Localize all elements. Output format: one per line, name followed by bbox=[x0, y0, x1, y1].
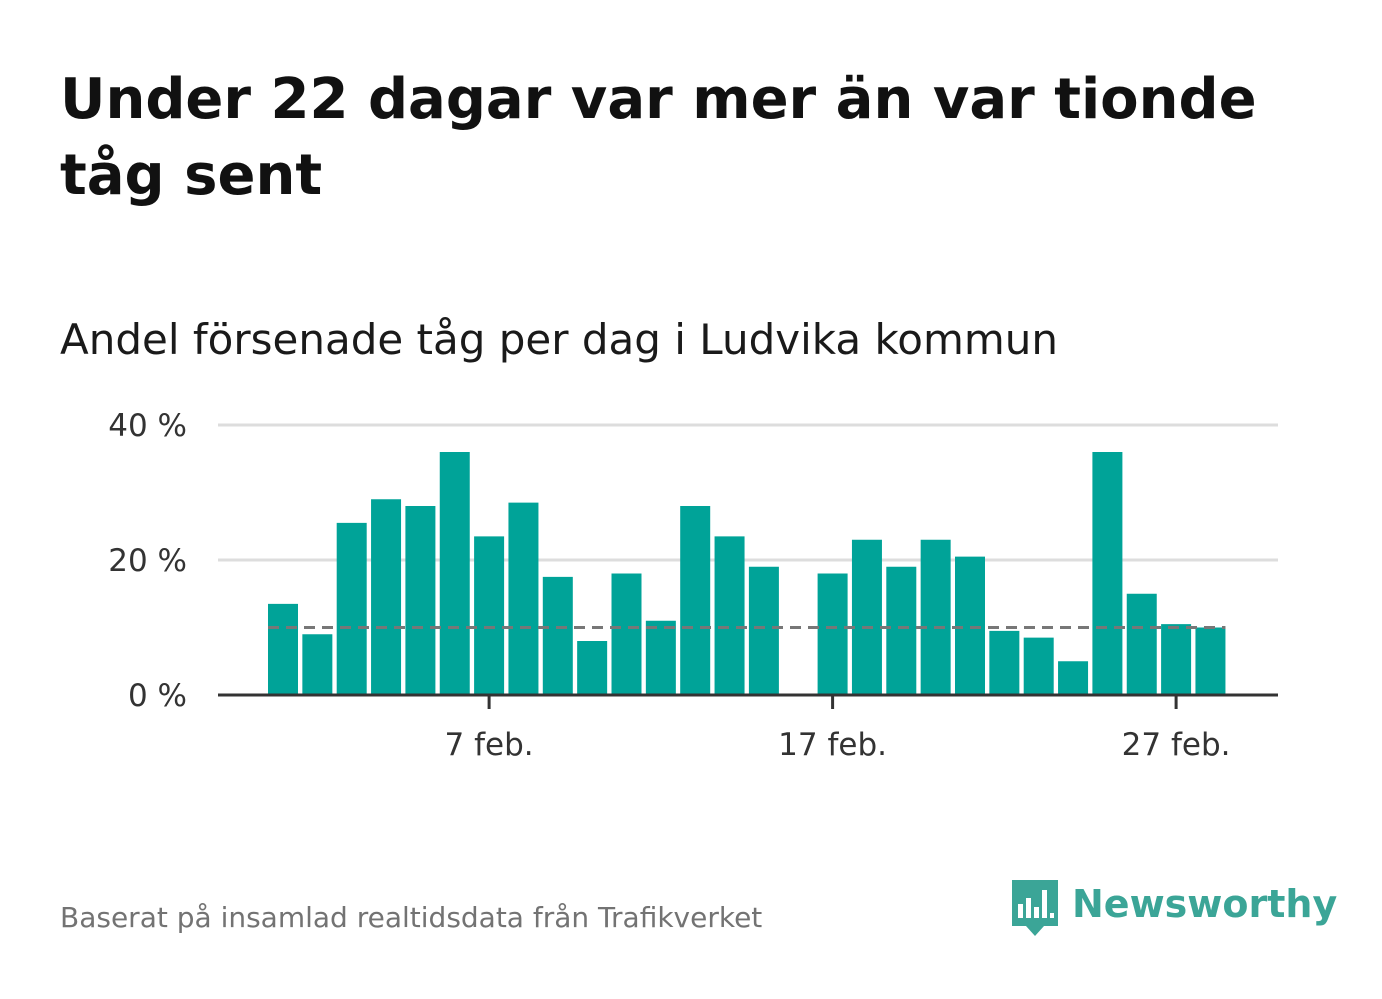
bar bbox=[302, 634, 333, 695]
bar bbox=[920, 539, 951, 695]
bar bbox=[611, 573, 642, 695]
bar bbox=[508, 502, 539, 695]
bar bbox=[1092, 452, 1123, 695]
chart-subtitle: Andel försenade tåg per dag i Ludvika ko… bbox=[60, 315, 1059, 364]
x-tick-label: 17 feb. bbox=[778, 727, 887, 763]
bars bbox=[268, 452, 1226, 695]
bar bbox=[577, 641, 608, 695]
y-tick-label: 40 % bbox=[108, 408, 187, 444]
y-tick-label: 20 % bbox=[108, 543, 187, 579]
bar bbox=[817, 573, 848, 695]
tick-labels: 0 % 20 % 40 % 7 feb. 17 feb. 27 feb. bbox=[108, 408, 1230, 763]
bar bbox=[748, 566, 779, 695]
bar bbox=[714, 536, 745, 695]
newsworthy-logo-icon bbox=[1012, 880, 1058, 936]
bar bbox=[405, 506, 436, 695]
bar bbox=[886, 566, 917, 695]
bar bbox=[1058, 661, 1089, 695]
bar bbox=[1195, 627, 1226, 695]
newsworthy-logo: Newsworthy bbox=[1010, 878, 1337, 940]
bar bbox=[1161, 624, 1192, 695]
bar bbox=[542, 576, 573, 695]
x-tick-label: 27 feb. bbox=[1122, 727, 1231, 763]
bar bbox=[645, 620, 676, 695]
bar bbox=[851, 539, 882, 695]
bar bbox=[1023, 637, 1054, 695]
chart-title: Under 22 dagar var mer än var tionde tåg… bbox=[60, 67, 1257, 208]
bar bbox=[439, 452, 470, 695]
axes bbox=[218, 693, 1278, 709]
bar bbox=[680, 506, 711, 695]
bar bbox=[371, 499, 402, 695]
y-tick-label: 0 % bbox=[128, 678, 187, 714]
source-note: Baserat på insamlad realtidsdata från Tr… bbox=[60, 901, 763, 934]
bar bbox=[955, 556, 985, 695]
bar bbox=[474, 536, 505, 695]
x-tick-label: 7 feb. bbox=[445, 727, 534, 763]
bar bbox=[989, 630, 1020, 695]
logo-wordmark: Newsworthy bbox=[1072, 882, 1338, 926]
bar bbox=[1126, 593, 1157, 695]
bar bbox=[268, 603, 298, 695]
bar bbox=[336, 522, 367, 695]
